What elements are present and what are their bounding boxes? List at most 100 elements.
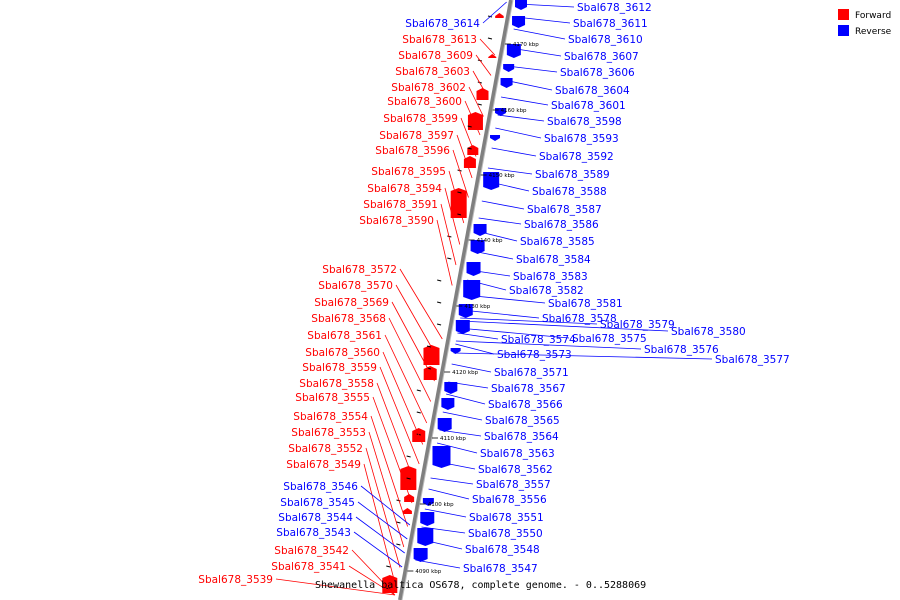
forward-label-connector (382, 351, 424, 445)
reverse-label-connector (485, 180, 530, 192)
reverse-label-connector (453, 352, 713, 360)
reverse-gene-label: Sbal678_3564 (484, 431, 559, 443)
minor-mark (396, 543, 401, 546)
forward-gene-label: Sbal678_3570 (318, 280, 393, 292)
reverse-gene-glyph (441, 398, 455, 410)
reverse-gene-label: Sbal678_3579 (600, 319, 675, 331)
forward-label-connector (363, 463, 397, 589)
reverse-label-connector (467, 279, 507, 291)
forward-label-connector (472, 70, 488, 97)
genome-axis-highlight (401, 0, 514, 600)
forward-gene-label: Sbal678_3558 (299, 378, 374, 390)
reverse-label-connector (448, 381, 489, 389)
forward-label-connector (479, 38, 496, 56)
minor-mark (416, 411, 421, 414)
forward-gene-glyph (404, 494, 415, 502)
reverse-gene-glyph (470, 240, 485, 254)
genome-axis (398, 0, 513, 600)
minor-mark (487, 37, 493, 40)
reverse-gene-label: Sbal678_3580 (671, 326, 746, 338)
reverse-gene-label: Sbal678_3578 (542, 313, 617, 325)
forward-label-connector (395, 284, 439, 360)
forward-gene-label: Sbal678_3559 (302, 362, 377, 374)
forward-gene-label: Sbal678_3569 (314, 297, 389, 309)
reverse-label-connector (428, 488, 470, 500)
forward-label-connector (468, 86, 484, 117)
minor-mark (436, 323, 442, 326)
legend-reverse-label: Reverse (855, 27, 892, 37)
reverse-label-connector (481, 200, 525, 210)
reverse-label-connector (360, 485, 411, 526)
reverse-gene-label: Sbal678_3598 (547, 116, 622, 128)
label-lines-layer (275, 1, 713, 596)
reverse-label-connector (495, 127, 542, 139)
reverse-gene-glyph (473, 224, 487, 236)
forward-label-connector (388, 317, 432, 402)
reverse-label-connector (457, 332, 499, 340)
forward-label-connector (475, 54, 492, 76)
reverse-label-connector (510, 47, 562, 57)
reverse-gene-glyph (455, 320, 470, 334)
reverse-label-connector (455, 340, 642, 350)
reverse-label-connector (353, 531, 403, 568)
forward-label-connector (448, 170, 465, 224)
forward-label-connector (372, 396, 413, 504)
forward-gene-label: Sbal678_3539 (198, 574, 273, 586)
forward-label-connector (460, 117, 477, 157)
reverse-gene-label: Sbal678_3556 (472, 494, 547, 506)
forward-gene-glyph (450, 188, 467, 218)
reverse-label-connector (497, 114, 545, 122)
tick-label: 4100 kbp (428, 502, 454, 508)
reverse-gene-glyph (437, 418, 452, 432)
reverse-gene-label: Sbal678_3612 (577, 2, 652, 14)
reverse-gene-label: Sbal678_3576 (644, 344, 719, 356)
minor-mark (406, 477, 411, 480)
reverse-gene-label: Sbal678_3548 (465, 544, 540, 556)
reverse-gene-label: Sbal678_3557 (476, 479, 551, 491)
reverse-label-connector (424, 508, 467, 518)
tick-label: 4110 kbp (440, 436, 466, 442)
reverse-gene-label: Sbal678_3581 (548, 298, 623, 310)
forward-gene-label: Sbal678_3553 (291, 427, 366, 439)
minor-mark (457, 213, 462, 216)
forward-gene-label: Sbal678_3560 (305, 347, 380, 359)
forward-gene-label: Sbal678_3555 (295, 392, 370, 404)
reverse-label-connector (430, 477, 474, 485)
reverse-gene-label: Sbal678_3585 (520, 236, 595, 248)
forward-gene-label: Sbal678_3542 (274, 545, 349, 557)
forward-label-connector (384, 334, 428, 424)
forward-label-connector (444, 187, 461, 245)
reverse-gene-label: Sbal678_3565 (485, 415, 560, 427)
reverse-gene-label: Sbal678_3587 (527, 204, 602, 216)
reverse-gene-glyph (490, 135, 501, 141)
reverse-label-connector (515, 16, 571, 24)
reverse-gene-label: Sbal678_3588 (532, 186, 607, 198)
reverse-gene-glyph (432, 446, 451, 468)
reverse-gene-label: Sbal678_3589 (535, 169, 610, 181)
reverse-gene-glyph (503, 64, 515, 72)
reverse-gene-glyph (413, 548, 428, 562)
reverse-gene-label: Sbal678_3551 (469, 512, 544, 524)
reverse-gene-glyph (458, 304, 473, 318)
reverse-label-connector (472, 250, 514, 260)
tick-label: 4090 kbp (415, 569, 441, 575)
reverse-label-connector (419, 538, 463, 550)
reverse-label-connector (442, 411, 483, 421)
reverse-gene-label: Sbal678_3583 (513, 271, 588, 283)
reverse-label-connector (460, 317, 598, 325)
forward-gene-glyph (495, 13, 504, 18)
forward-gene-glyph (488, 54, 497, 58)
minor-mark (467, 147, 472, 150)
forward-label-connector (365, 447, 401, 568)
reverse-gene-glyph (450, 348, 461, 354)
axis-layer (398, 0, 514, 600)
reverse-label-connector (504, 79, 553, 91)
forward-gene-glyph (402, 508, 412, 514)
forward-gene-label: Sbal678_3594 (367, 183, 442, 195)
reverse-gene-label: Sbal678_3606 (560, 67, 635, 79)
reverse-label-connector (455, 343, 495, 355)
reverse-label-connector (482, 1, 507, 24)
reverse-gene-label: Sbal678_3545 (280, 497, 355, 509)
reverse-gene-label: Sbal678_3571 (494, 367, 569, 379)
minor-mark (426, 345, 432, 348)
